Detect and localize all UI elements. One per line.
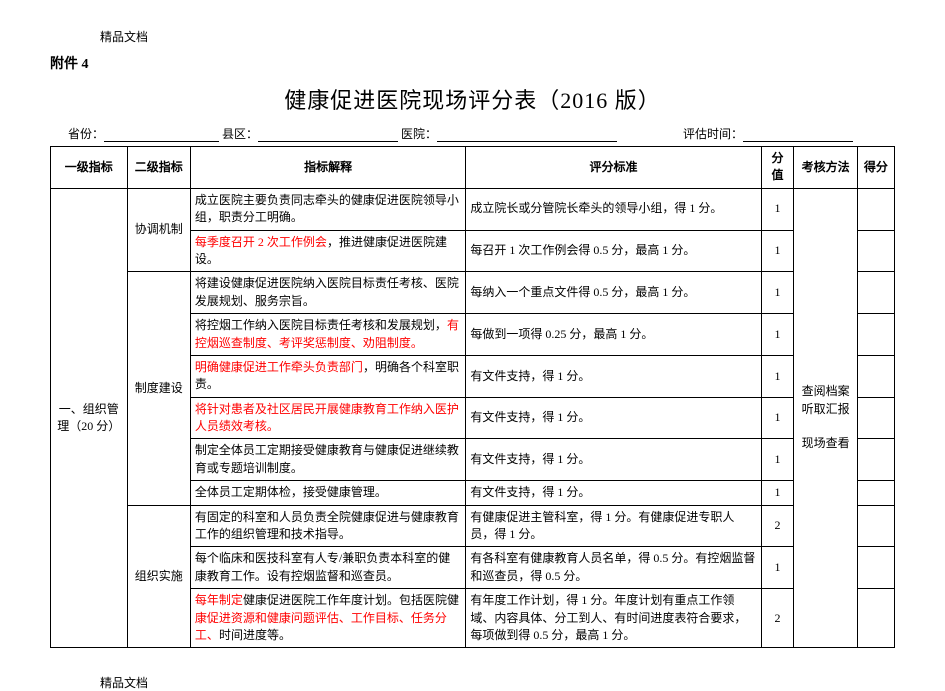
score-cell bbox=[857, 589, 894, 648]
fen-cell: 2 bbox=[761, 505, 794, 547]
crit-cell: 有文件支持，得 1 分。 bbox=[466, 481, 761, 505]
county-label: 县区： bbox=[222, 127, 258, 141]
score-cell bbox=[857, 547, 894, 589]
score-cell bbox=[857, 505, 894, 547]
evaltime-label: 评估时间： bbox=[683, 127, 743, 141]
table-row: 组织实施有固定的科室和人员负责全院健康促进与健康教育工作的组织管理和技术指导。有… bbox=[51, 505, 895, 547]
desc-cell: 将针对患者及社区居民开展健康教育工作纳入医护人员绩效考核。 bbox=[190, 397, 466, 439]
evaltime-blank bbox=[743, 141, 853, 142]
county-blank bbox=[258, 141, 398, 142]
level1-cell: 一、组织管理（20 分） bbox=[51, 188, 128, 648]
desc-cell: 有固定的科室和人员负责全院健康促进与健康教育工作的组织管理和技术指导。 bbox=[190, 505, 466, 547]
col-score: 得分 bbox=[857, 147, 894, 189]
crit-cell: 成立院长或分管院长牵头的领导小组，得 1 分。 bbox=[466, 188, 761, 230]
fen-cell: 1 bbox=[761, 188, 794, 230]
score-cell bbox=[857, 230, 894, 272]
desc-cell: 制定全体员工定期接受健康教育与健康促进继续教育或专题培训制度。 bbox=[190, 439, 466, 481]
level2-cell: 组织实施 bbox=[127, 505, 190, 648]
score-cell bbox=[857, 355, 894, 397]
level2-cell: 制度建设 bbox=[127, 272, 190, 505]
method-cell: 查阅档案听取汇报现场查看 bbox=[794, 188, 857, 648]
desc-cell: 成立医院主要负责同志牵头的健康促进医院领导小组，职责分工明确。 bbox=[190, 188, 466, 230]
score-cell bbox=[857, 439, 894, 481]
crit-cell: 有健康促进主管科室，得 1 分。有健康促进专职人员，得 1 分。 bbox=[466, 505, 761, 547]
hospital-blank bbox=[437, 141, 617, 142]
level2-cell: 协调机制 bbox=[127, 188, 190, 272]
scoring-table: 一级指标 二级指标 指标解释 评分标准 分值 考核方法 得分 一、组织管理（20… bbox=[50, 146, 895, 648]
fen-cell: 2 bbox=[761, 589, 794, 648]
table-body: 一、组织管理（20 分）协调机制成立医院主要负责同志牵头的健康促进医院领导小组，… bbox=[51, 188, 895, 648]
crit-cell: 有年度工作计划，得 1 分。年度计划有重点工作领域、内容具体、分工到人、有时间进… bbox=[466, 589, 761, 648]
col-method: 考核方法 bbox=[794, 147, 857, 189]
fen-cell: 1 bbox=[761, 481, 794, 505]
desc-cell: 每季度召开 2 次工作例会，推进健康促进医院建设。 bbox=[190, 230, 466, 272]
table-row: 一、组织管理（20 分）协调机制成立医院主要负责同志牵头的健康促进医院领导小组，… bbox=[51, 188, 895, 230]
table-row: 制度建设将建设健康促进医院纳入医院目标责任考核、医院发展规划、服务宗旨。每纳入一… bbox=[51, 272, 895, 314]
crit-cell: 每做到一项得 0.25 分，最高 1 分。 bbox=[466, 314, 761, 356]
attachment-label: 附件 4 bbox=[50, 53, 895, 73]
score-cell bbox=[857, 188, 894, 230]
crit-cell: 有文件支持，得 1 分。 bbox=[466, 439, 761, 481]
desc-cell: 全体员工定期体检，接受健康管理。 bbox=[190, 481, 466, 505]
header-tag: 精品文档 bbox=[100, 28, 895, 45]
fillin-row: 省份： 县区： 医院： 评估时间： bbox=[68, 125, 895, 142]
crit-cell: 有各科室有健康教育人员名单，得 0.5 分。有控烟监督和巡查员，得 0.5 分。 bbox=[466, 547, 761, 589]
fen-cell: 1 bbox=[761, 314, 794, 356]
crit-cell: 每召开 1 次工作例会得 0.5 分，最高 1 分。 bbox=[466, 230, 761, 272]
crit-cell: 有文件支持，得 1 分。 bbox=[466, 397, 761, 439]
fen-cell: 1 bbox=[761, 397, 794, 439]
col-l1: 一级指标 bbox=[51, 147, 128, 189]
table-header-row: 一级指标 二级指标 指标解释 评分标准 分值 考核方法 得分 bbox=[51, 147, 895, 189]
desc-cell: 每年制定健康促进医院工作年度计划。包括医院健康促进资源和健康问题评估、工作目标、… bbox=[190, 589, 466, 648]
footer-tag: 精品文档 bbox=[100, 674, 895, 691]
desc-cell: 将控烟工作纳入医院目标责任考核和发展规划，有控烟巡查制度、考评奖惩制度、劝阻制度… bbox=[190, 314, 466, 356]
score-cell bbox=[857, 314, 894, 356]
desc-cell: 将建设健康促进医院纳入医院目标责任考核、医院发展规划、服务宗旨。 bbox=[190, 272, 466, 314]
score-cell bbox=[857, 481, 894, 505]
hospital-label: 医院： bbox=[401, 127, 437, 141]
page-title: 健康促进医院现场评分表（2016 版） bbox=[50, 83, 895, 115]
province-blank bbox=[104, 141, 219, 142]
fen-cell: 1 bbox=[761, 439, 794, 481]
fen-cell: 1 bbox=[761, 272, 794, 314]
desc-cell: 明确健康促进工作牵头负责部门，明确各个科室职责。 bbox=[190, 355, 466, 397]
crit-cell: 每纳入一个重点文件得 0.5 分，最高 1 分。 bbox=[466, 272, 761, 314]
score-cell bbox=[857, 272, 894, 314]
col-fen: 分值 bbox=[761, 147, 794, 189]
col-l2: 二级指标 bbox=[127, 147, 190, 189]
desc-cell: 每个临床和医技科室有人专/兼职负责本科室的健康教育工作。设有控烟监督和巡查员。 bbox=[190, 547, 466, 589]
fen-cell: 1 bbox=[761, 355, 794, 397]
province-label: 省份： bbox=[68, 127, 104, 141]
score-cell bbox=[857, 397, 894, 439]
col-desc: 指标解释 bbox=[190, 147, 466, 189]
fen-cell: 1 bbox=[761, 230, 794, 272]
fen-cell: 1 bbox=[761, 547, 794, 589]
crit-cell: 有文件支持，得 1 分。 bbox=[466, 355, 761, 397]
col-crit: 评分标准 bbox=[466, 147, 761, 189]
